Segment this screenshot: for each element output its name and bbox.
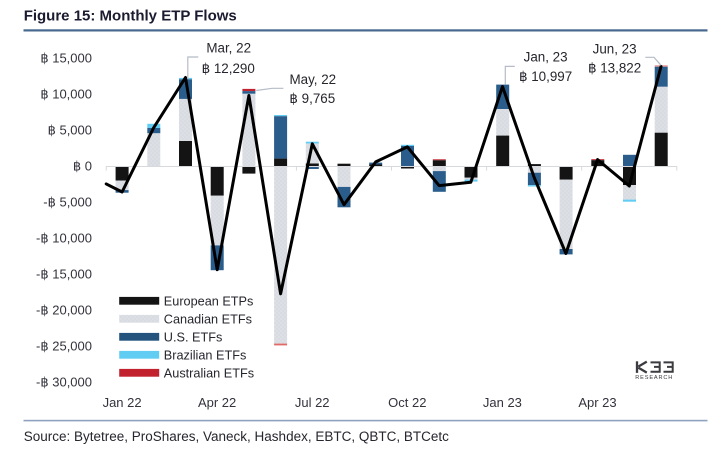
svg-text:฿ 12,290: ฿ 12,290	[202, 61, 255, 76]
svg-text:Canadian ETFs: Canadian ETFs	[164, 312, 252, 326]
svg-text:฿ 5,000: ฿ 5,000	[48, 122, 92, 137]
svg-text:฿ 13,822: ฿ 13,822	[588, 60, 641, 75]
svg-text:Oct 22: Oct 22	[388, 395, 426, 410]
svg-text:฿ 15,000: ฿ 15,000	[40, 50, 92, 65]
svg-text:Source: Bytetree, ProShares, V: Source: Bytetree, ProShares, Vaneck, Has…	[24, 429, 449, 444]
svg-text:-฿ 15,000: -฿ 15,000	[36, 266, 92, 281]
svg-text:-฿ 25,000: -฿ 25,000	[36, 338, 92, 353]
svg-text:Figure 15: Monthly ETP Flows: Figure 15: Monthly ETP Flows	[24, 8, 237, 25]
svg-text:Jan 22: Jan 22	[103, 395, 142, 410]
svg-text:European ETPs: European ETPs	[164, 294, 254, 308]
svg-text:-฿ 30,000: -฿ 30,000	[36, 374, 92, 389]
svg-text:Mar, 22: Mar, 22	[206, 41, 251, 56]
svg-text:฿ 9,765: ฿ 9,765	[289, 91, 335, 106]
svg-text:฿ 10,997: ฿ 10,997	[519, 69, 572, 84]
svg-text:Jul 22: Jul 22	[295, 395, 330, 410]
svg-text:Jun, 23: Jun, 23	[593, 42, 637, 57]
svg-text:U.S. ETFs: U.S. ETFs	[164, 330, 223, 344]
svg-text:-฿ 10,000: -฿ 10,000	[36, 230, 92, 245]
svg-text:Brazilian ETFs: Brazilian ETFs	[164, 348, 247, 362]
svg-text:-฿ 20,000: -฿ 20,000	[36, 302, 92, 317]
svg-text:Jan 23: Jan 23	[483, 395, 522, 410]
svg-text:Apr 23: Apr 23	[578, 395, 616, 410]
svg-text:Australian ETFs: Australian ETFs	[164, 366, 254, 380]
svg-text:Jan, 23: Jan, 23	[524, 50, 568, 65]
svg-text:RESEARCH: RESEARCH	[635, 375, 673, 381]
svg-text:Apr 22: Apr 22	[198, 395, 236, 410]
svg-text:-฿ 5,000: -฿ 5,000	[43, 194, 92, 209]
svg-text:฿ 10,000: ฿ 10,000	[40, 86, 92, 101]
svg-text:May, 22: May, 22	[289, 72, 336, 87]
svg-text:฿ 0: ฿ 0	[73, 158, 92, 173]
